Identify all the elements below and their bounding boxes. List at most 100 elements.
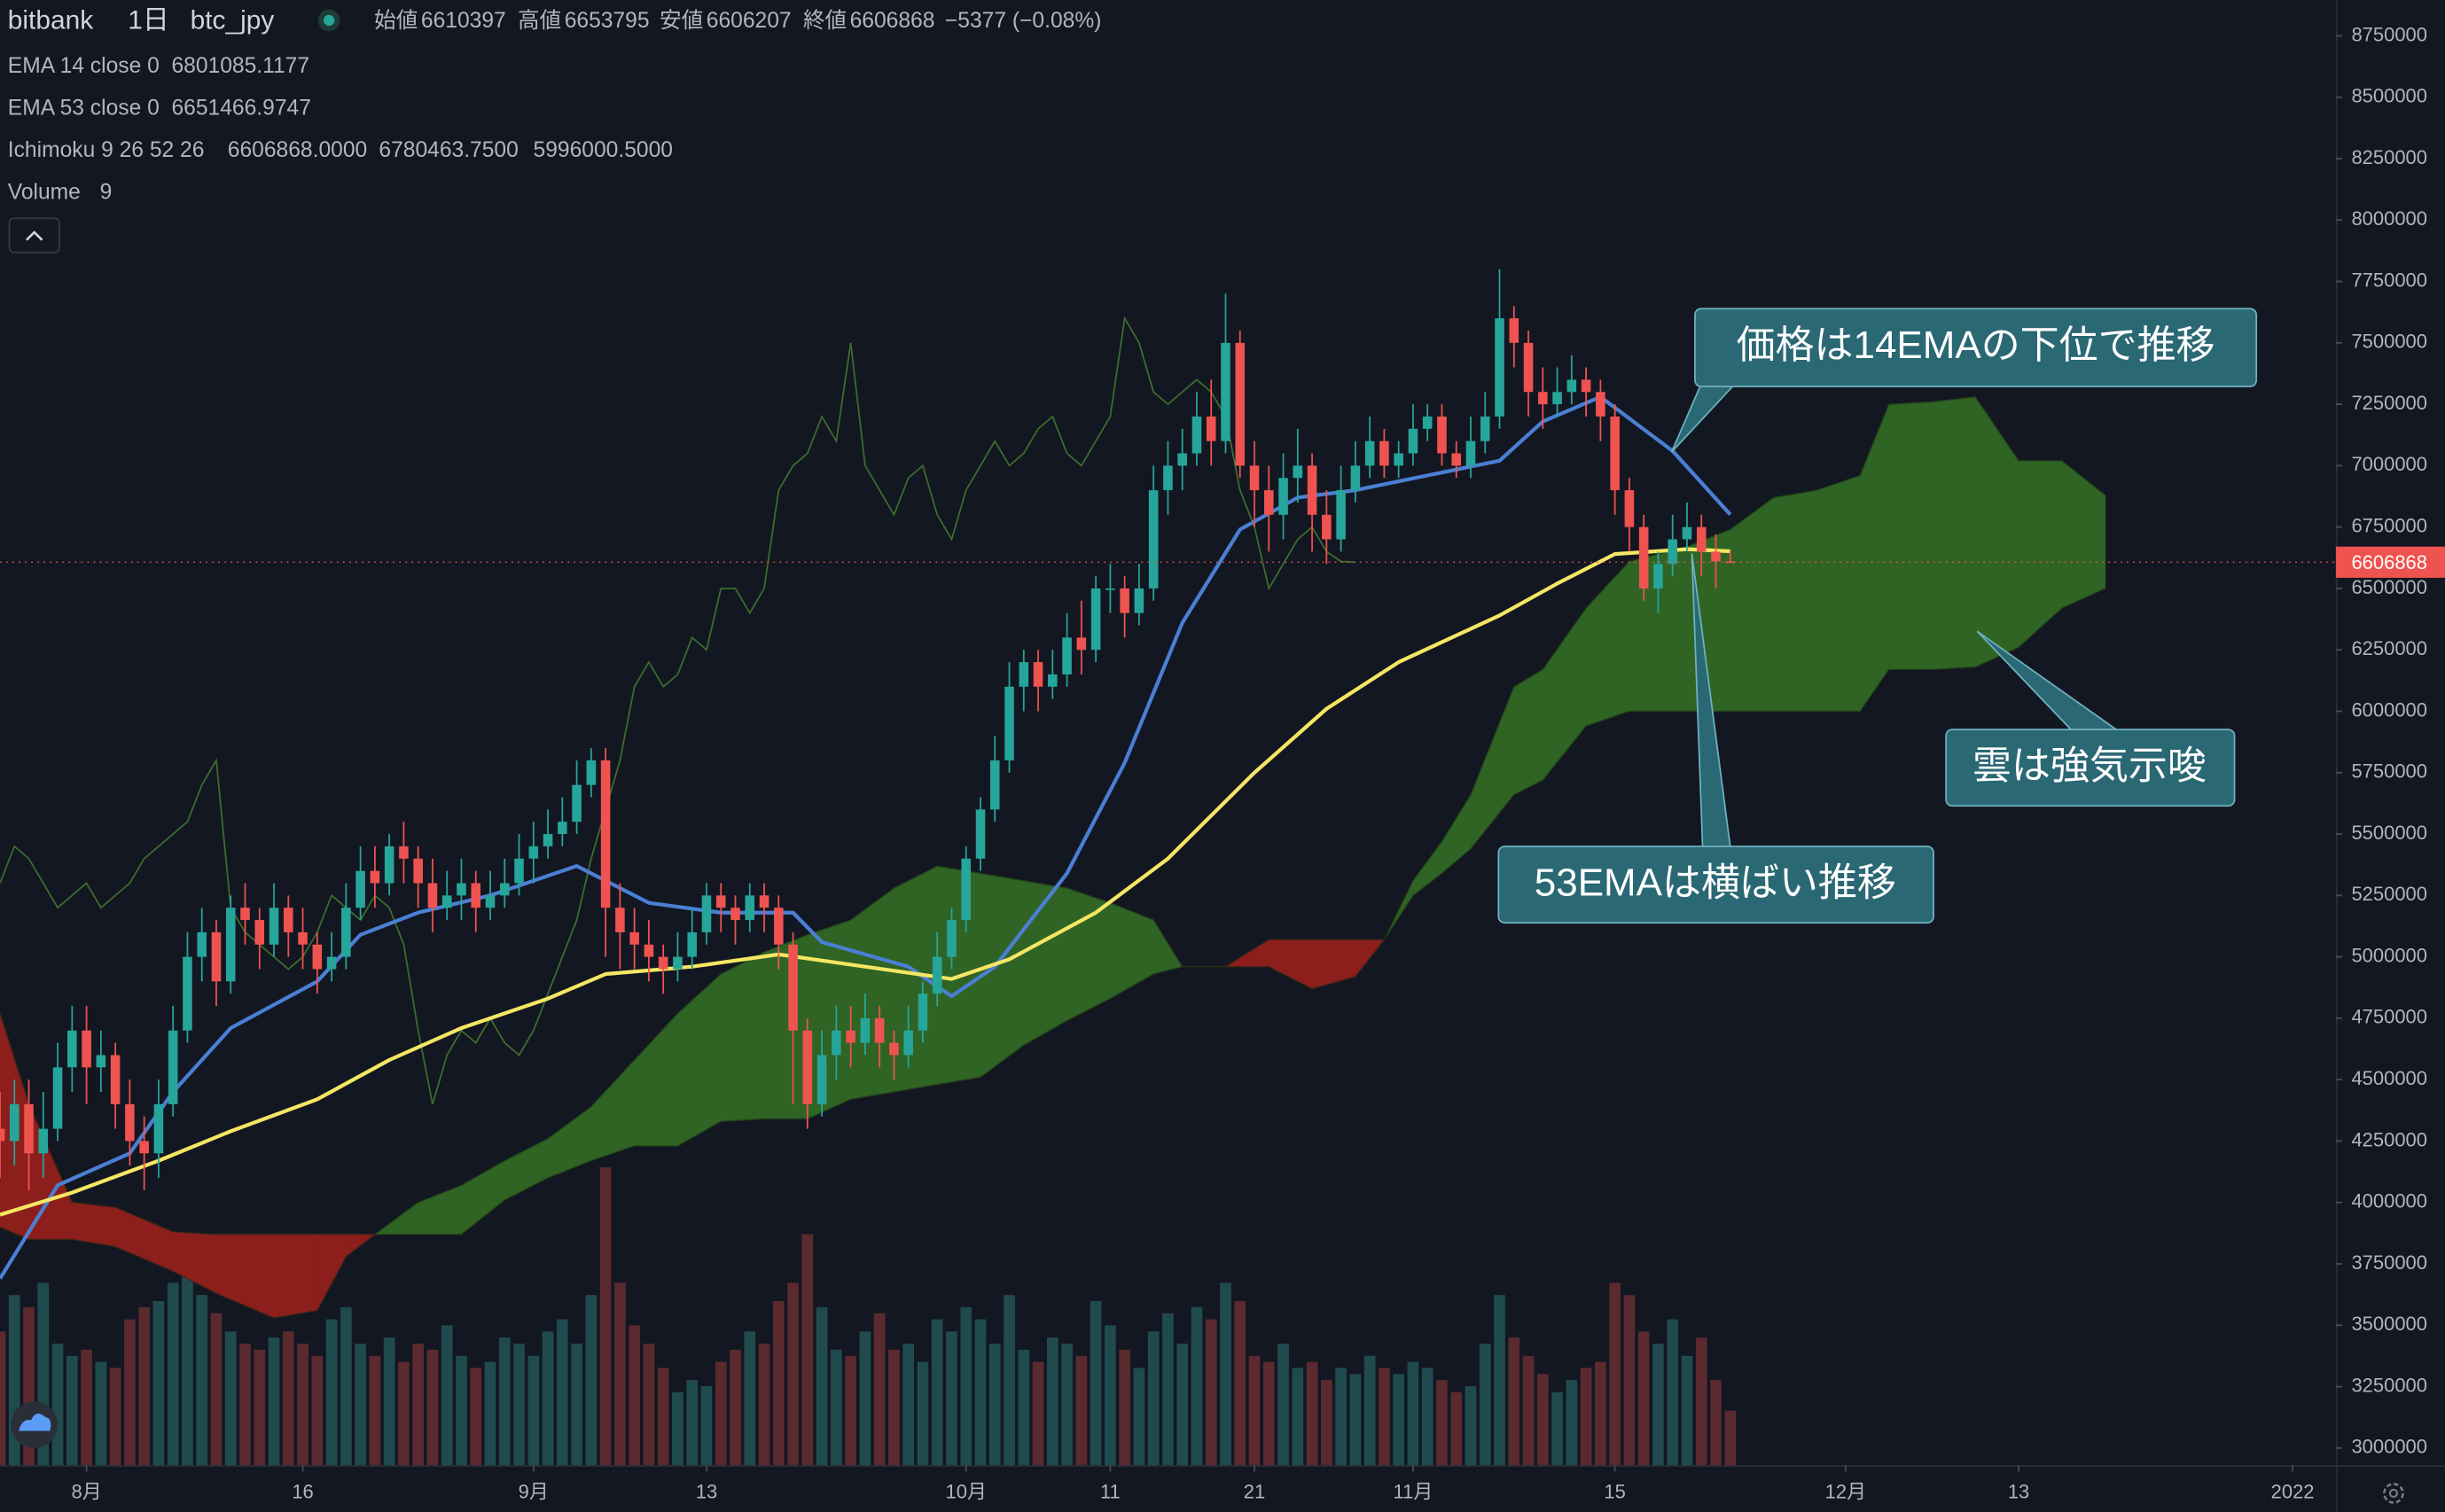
legend: bitbank 1日 btc_jpy 始値 6610397 高値 6653795… <box>8 6 1101 253</box>
cloud <box>1888 401 1933 670</box>
candle-body <box>499 883 510 896</box>
candle-body <box>52 1067 63 1129</box>
volume-bar <box>1306 1361 1318 1466</box>
volume-bar <box>1710 1380 1722 1466</box>
candle-body <box>269 908 279 945</box>
candle-body <box>788 944 798 1031</box>
candle-body <box>1048 674 1058 687</box>
candle-body <box>759 895 769 908</box>
candle-body <box>1610 416 1620 491</box>
volume-bar <box>398 1361 410 1466</box>
candle-body <box>961 858 972 921</box>
indicator-name[interactable]: Volume <box>8 181 81 205</box>
symbol[interactable]: btc_jpy <box>191 6 275 35</box>
ohlc-label: 始値 <box>374 8 418 33</box>
y-tick-label: 4250000 <box>2351 1128 2427 1150</box>
candle-body <box>1495 318 1504 417</box>
candle-body <box>1711 551 1721 562</box>
volume-bar <box>571 1344 582 1466</box>
volume-bar <box>888 1349 900 1466</box>
volume-bar <box>974 1319 987 1466</box>
candle-body <box>254 920 265 945</box>
interval[interactable]: 1日 <box>128 6 169 35</box>
settings-button[interactable] <box>2383 1483 2404 1504</box>
indicator-name[interactable]: EMA 53 close 0 <box>8 97 160 121</box>
volume-bar <box>1061 1344 1073 1466</box>
logo[interactable] <box>11 1401 59 1448</box>
volume-bar <box>325 1319 338 1466</box>
y-tick-label: 5250000 <box>2351 883 2427 905</box>
y-tick-label: 3250000 <box>2351 1374 2427 1396</box>
candle-body <box>485 895 496 908</box>
price-tag-label: 6606868 <box>2351 551 2427 573</box>
candle-body <box>471 883 481 908</box>
candle-body <box>1682 526 1692 540</box>
volume-bar <box>1147 1331 1160 1466</box>
volume-bar <box>513 1344 525 1466</box>
candle-body <box>1725 561 1736 564</box>
volume-bar <box>426 1349 439 1466</box>
volume-bar <box>138 1306 150 1466</box>
candle-body <box>125 1103 135 1142</box>
volume-bar <box>1724 1410 1737 1466</box>
candle-body <box>399 846 409 859</box>
ohlc-label: 高値 <box>518 8 561 33</box>
candle-body <box>1033 662 1043 687</box>
indicator-name[interactable]: EMA 14 close 0 <box>8 54 160 78</box>
collapse-button[interactable] <box>8 217 60 253</box>
volume-bar <box>1292 1368 1304 1466</box>
x-tick-label: 15 <box>1604 1481 1625 1503</box>
candle-body <box>1278 478 1288 515</box>
volume-bar <box>124 1319 136 1466</box>
candle-body <box>427 883 438 908</box>
candle-body <box>673 956 683 970</box>
volume-bar <box>988 1344 1001 1466</box>
candle-body <box>1465 440 1476 466</box>
indicator-value: 6606868.0000 <box>228 138 367 162</box>
volume-bar <box>1393 1374 1405 1466</box>
line-layer <box>0 316 1732 1280</box>
candle-body <box>846 1030 855 1043</box>
collapse-button-frame[interactable] <box>8 217 60 253</box>
indicator-value: 6780463.7500 <box>379 138 518 162</box>
y-tick-label: 6250000 <box>2351 637 2427 659</box>
candle-body <box>947 920 957 957</box>
candle-body <box>629 931 639 945</box>
status-dot <box>323 14 335 27</box>
candle-body <box>326 956 337 970</box>
volume-bar <box>369 1355 381 1466</box>
volume-bar <box>1479 1344 1491 1466</box>
candle-body <box>240 908 250 921</box>
volume-bar <box>1522 1355 1535 1466</box>
y-tick-label: 3500000 <box>2351 1313 2427 1335</box>
volume-bar <box>831 1349 842 1466</box>
candle-body <box>341 908 351 957</box>
candle-body <box>1004 686 1014 760</box>
volume-bar <box>152 1301 165 1466</box>
settings-icon[interactable] <box>2383 1483 2404 1504</box>
volume-bar <box>1421 1368 1433 1466</box>
ohlc-label: 終値 <box>803 8 847 33</box>
candle-body <box>658 956 668 970</box>
candle-body <box>1221 342 1230 441</box>
candle-body <box>932 956 942 994</box>
candle-body <box>1552 392 1562 405</box>
volume-bar <box>1105 1325 1116 1466</box>
candle-body <box>1596 392 1605 417</box>
candle-body <box>644 944 654 957</box>
volume-bar <box>946 1331 957 1466</box>
collapse-icon <box>25 230 43 241</box>
volume-bar <box>456 1355 467 1466</box>
exchange[interactable]: bitbank <box>8 6 93 35</box>
candle-body <box>312 944 323 970</box>
indicator-name[interactable]: Ichimoku 9 26 52 26 <box>8 138 205 162</box>
candle-body <box>975 809 986 859</box>
candle-body <box>67 1030 77 1068</box>
candle-body <box>1249 465 1260 491</box>
candle-body <box>9 1103 20 1142</box>
volume-bar <box>182 1270 193 1466</box>
candle-body <box>1090 588 1101 651</box>
cloud <box>850 886 894 1100</box>
